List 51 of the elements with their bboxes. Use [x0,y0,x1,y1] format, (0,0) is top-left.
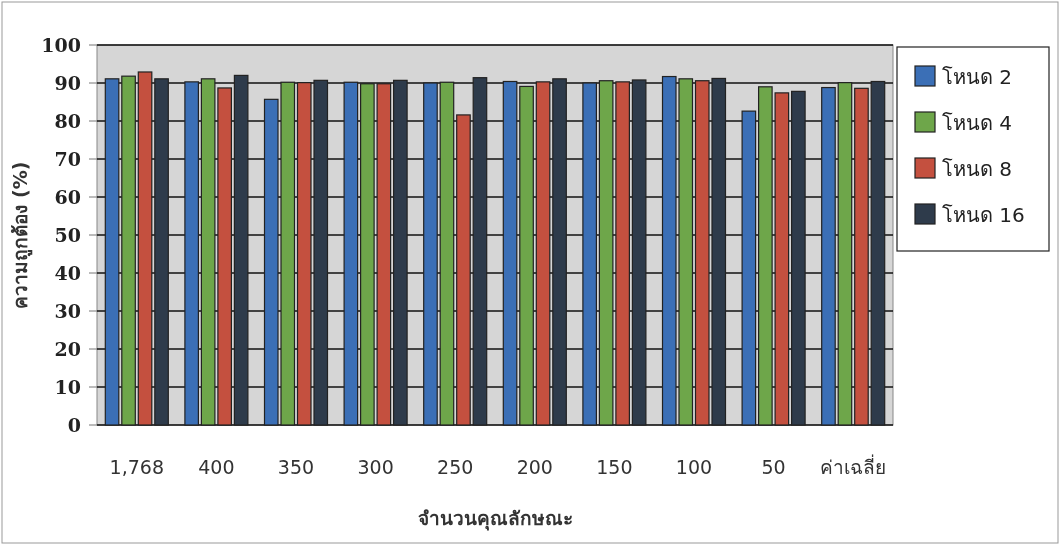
x-tick-label: 1,768 [109,456,164,478]
x-tick-label: 400 [198,456,235,478]
y-tick-label: 70 [54,148,81,170]
bar [582,82,597,426]
bar [502,80,518,426]
bar [233,74,249,426]
bar [535,81,551,426]
x-tick-label: 100 [675,456,713,478]
legend-label: โหนด 8 [942,157,1013,181]
y-tick-label: 0 [67,414,81,436]
bar [154,78,169,426]
bar [184,81,199,426]
y-tick-label: 50 [54,224,81,246]
x-tick-label: 300 [357,456,394,478]
y-tick-label: 20 [54,338,81,360]
y-tick-label: 90 [54,72,81,94]
legend-label: โหนด 16 [942,203,1025,227]
bar [854,87,869,426]
bar [393,79,408,426]
y-tick-label: 60 [54,186,81,208]
bar [104,78,120,426]
bar [791,90,806,426]
bar [121,75,136,426]
legend-label: โหนด 4 [942,111,1013,135]
y-tick-label: 40 [54,262,81,284]
bar [423,82,438,426]
bar [472,77,488,426]
bar [456,114,471,426]
bar [343,81,359,426]
x-tick-label: 200 [516,456,553,478]
bar [837,82,853,426]
y-tick-label: 80 [54,110,81,132]
x-axis-title: จำนวนคุณลักษณะ [417,507,573,531]
bar [519,85,534,426]
bar [552,78,567,426]
y-tick-label: 10 [54,376,81,398]
bar [741,110,757,426]
y-tick-label: 100 [41,34,81,56]
x-tick-label: 50 [761,456,786,478]
bar [439,81,455,426]
y-tick-label: 30 [54,300,81,322]
bar [821,86,836,426]
x-tick-label: 250 [437,456,474,478]
bar [870,80,886,426]
x-tick-label: ค่าเฉลี่ย [820,454,887,478]
bar [631,79,647,426]
legend-label: โหนด 2 [942,65,1013,89]
x-tick-label: 150 [596,456,633,478]
x-tick-label: 350 [277,456,315,478]
y-axis-title: ความถูกต้อง (%) [9,161,33,309]
bar [137,71,153,426]
